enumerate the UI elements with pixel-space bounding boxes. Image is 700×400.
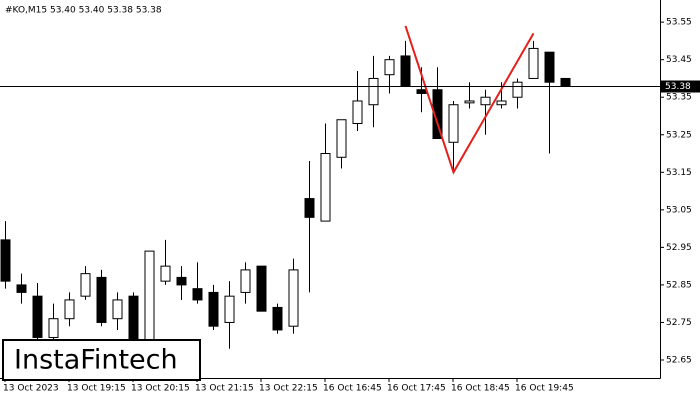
candle-body [160, 265, 171, 282]
x-tick-label: 13 Oct 22:15 [259, 384, 318, 394]
watermark: InstaFintech [14, 345, 178, 376]
candle-body [496, 100, 507, 106]
candle-body [480, 96, 491, 106]
y-tick-label: 53.05 [666, 205, 692, 215]
pattern-line [404, 25, 535, 175]
x-tick-label: 13 Oct 21:15 [195, 384, 254, 394]
chart-title: #KO,M15 53.40 53.40 53.38 53.38 [5, 6, 162, 16]
candle-body [528, 47, 539, 79]
candle-body [320, 153, 331, 222]
watermark-box [2, 339, 201, 381]
candle-body [272, 306, 283, 331]
candle-body [400, 55, 411, 87]
candle-body [208, 291, 219, 327]
last-price-label: 53.38 [665, 82, 691, 92]
candle-body [240, 269, 251, 293]
candle-body [560, 77, 571, 87]
candle-body [448, 104, 459, 143]
x-tick-label: 13 Oct 19:15 [67, 384, 126, 394]
y-tick-label: 52.75 [666, 318, 692, 328]
candle-body [16, 284, 27, 293]
x-tick-label: 13 Oct 2023 [3, 384, 59, 394]
candle-body [176, 276, 187, 286]
candle-body [64, 299, 75, 320]
y-tick-label: 52.65 [666, 355, 692, 365]
y-tick-label: 52.95 [666, 243, 692, 253]
candle-body [384, 59, 395, 76]
candle-body [128, 295, 139, 342]
candle-body [304, 198, 315, 218]
y-tick-label: 53.35 [666, 93, 692, 103]
candle-body [416, 89, 427, 94]
x-tick-label: 13 Oct 20:15 [131, 384, 190, 394]
x-tick-label: 16 Oct 19:45 [515, 384, 574, 394]
y-tick-label: 53.25 [666, 130, 692, 140]
candle-body [32, 295, 43, 338]
candle-body [544, 51, 555, 83]
candle-body [96, 276, 107, 323]
candle-body [432, 89, 443, 140]
candle-body [368, 77, 379, 106]
y-tick-label: 53.45 [666, 55, 692, 65]
candle-body [352, 100, 363, 124]
candle-body [256, 265, 267, 312]
candle-body [464, 100, 475, 104]
y-tick-label: 52.85 [666, 280, 692, 290]
candle-body [512, 81, 523, 98]
x-tick-label: 16 Oct 18:45 [451, 384, 510, 394]
candle-body [0, 239, 11, 282]
x-tick-label: 16 Oct 17:45 [387, 384, 446, 394]
y-tick-label: 53.15 [666, 168, 692, 178]
y-tick-label: 53.55 [666, 18, 692, 28]
candle-body [48, 318, 59, 338]
candle-body [112, 299, 123, 320]
candle-body [192, 288, 203, 301]
x-tick-label: 16 Oct 16:45 [323, 384, 382, 394]
candle-body [336, 119, 347, 158]
last-price-box [661, 80, 700, 93]
candle-body [144, 250, 155, 346]
candle-body [224, 295, 235, 323]
candle-body [80, 273, 91, 297]
candle-body [288, 269, 299, 327]
